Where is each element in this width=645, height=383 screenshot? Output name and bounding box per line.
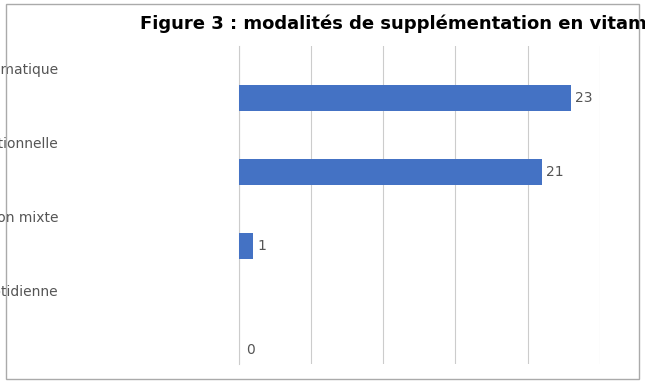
Bar	[239, 85, 571, 111]
Text: séquentielle systématique: séquentielle systématique	[0, 62, 58, 77]
Bar	[239, 159, 542, 185]
Bar	[239, 232, 253, 259]
Text: séquentielle conditionnelle: séquentielle conditionnelle	[0, 136, 58, 151]
Text: 21: 21	[546, 165, 564, 178]
Text: supplémentation quotidienne: supplémentation quotidienne	[0, 284, 58, 299]
Title: Figure 3 : modalités de supplémentation en vitamine D: Figure 3 : modalités de supplémentation …	[140, 15, 645, 33]
Text: supplémentation mixte: supplémentation mixte	[0, 210, 58, 225]
Text: 23: 23	[575, 91, 593, 105]
Text: 1: 1	[257, 239, 266, 252]
Text: 0: 0	[246, 343, 255, 357]
